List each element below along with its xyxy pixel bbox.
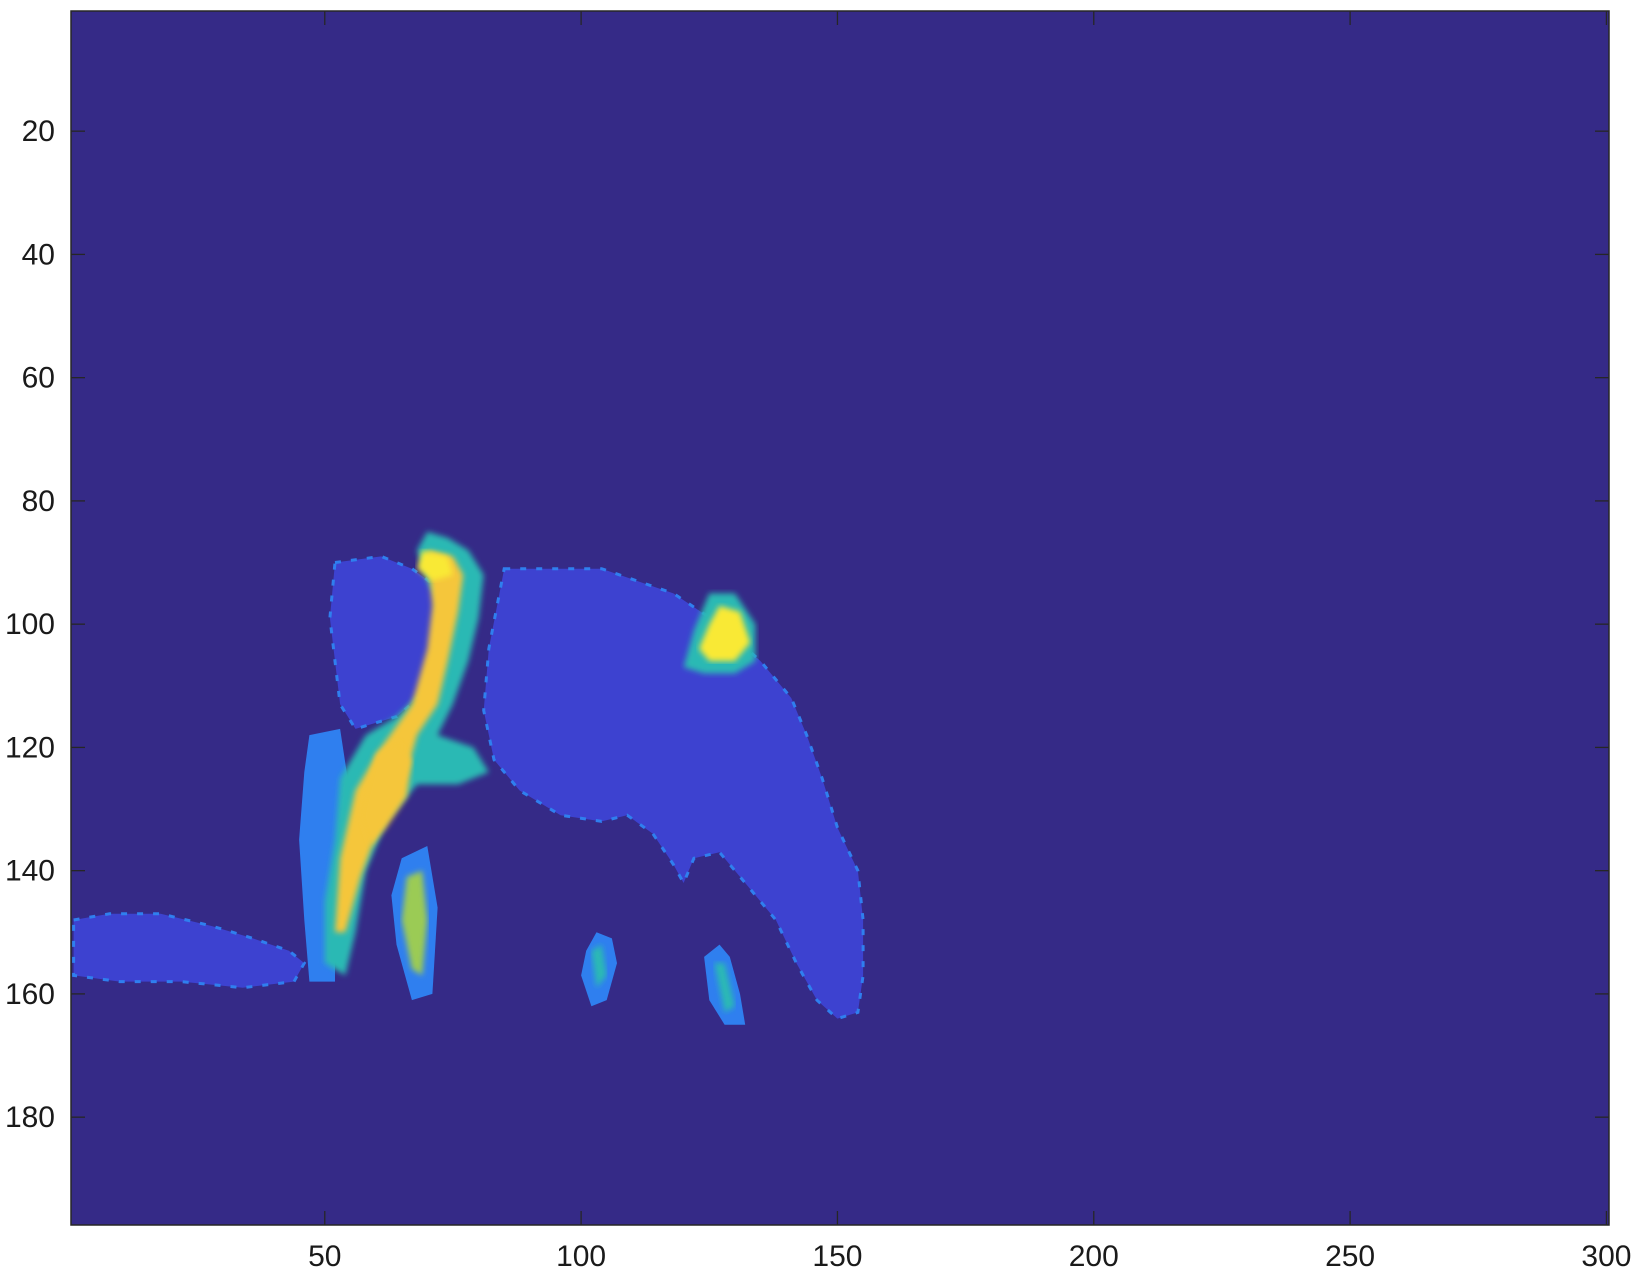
plot-background [71, 11, 1609, 1225]
x-axis-tick-labels: 50 100 150 200 250 300 [308, 1240, 1631, 1273]
x-tick-label-0: 50 [308, 1240, 341, 1273]
y-tick-label-3: 80 [22, 485, 55, 518]
y-tick-label-7: 160 [5, 978, 55, 1011]
y-tick-label-5: 120 [5, 731, 55, 764]
y-tick-label-2: 60 [22, 362, 55, 395]
plot-frame [70, 10, 1610, 1226]
y-tick-label-4: 100 [5, 608, 55, 641]
heatmap-region-leg-small-1-inner [591, 944, 607, 988]
heatmap-region-head-blob [360, 741, 412, 846]
heatmap-region-hump-inner [699, 605, 751, 662]
y-tick-label-8: 180 [5, 1101, 55, 1134]
heatmap-region-neck-inner [335, 550, 464, 933]
x-tick-label-3: 200 [1069, 1240, 1119, 1273]
axis-ticks [71, 11, 1609, 1225]
y-axis-tick-labels: 20 40 60 80 100 120 140 160 180 [5, 115, 55, 1134]
x-tick-label-4: 250 [1325, 1240, 1375, 1273]
y-tick-label-6: 140 [5, 855, 55, 888]
heatmap-region-leg-small-2-inner [714, 963, 735, 1013]
y-tick-label-0: 20 [22, 115, 55, 148]
heatmap-region-neck-peak [417, 550, 453, 581]
heatmap-region-body [482, 567, 865, 1021]
heatmap-region-leg-left [299, 728, 351, 982]
x-tick-label-1: 100 [556, 1240, 606, 1273]
heatmap-region-leg-right-inner [401, 870, 428, 976]
x-tick-label-2: 150 [812, 1240, 862, 1273]
heatmap-regions [72, 531, 865, 1025]
y-tick-label-1: 40 [22, 238, 55, 271]
heatmap-region-shadow [72, 912, 307, 990]
x-tick-label-5: 300 [1581, 1240, 1631, 1273]
